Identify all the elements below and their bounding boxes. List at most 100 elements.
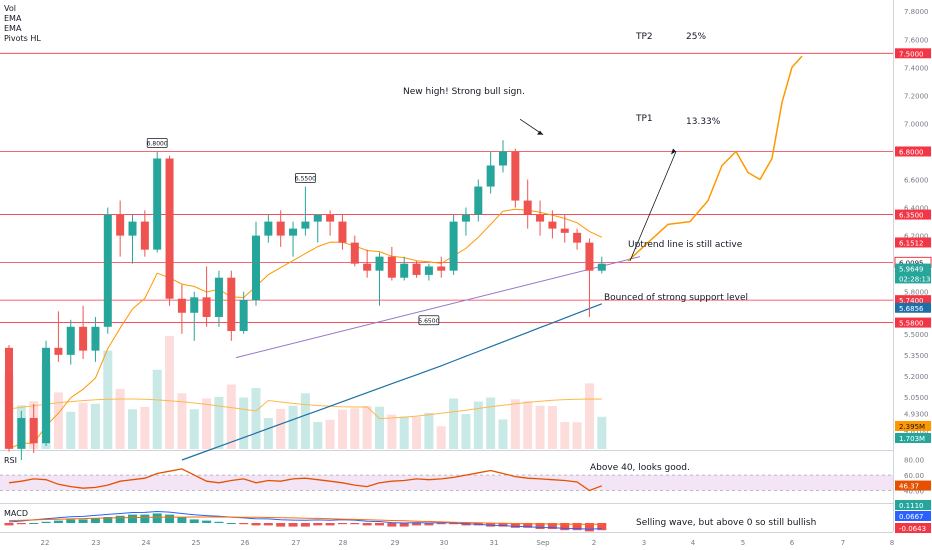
y-tick-label: 7.4000: [904, 64, 929, 72]
candle-body: [252, 235, 260, 301]
y-tick-label: 7.0000: [904, 120, 929, 128]
volume-bar: [276, 408, 286, 449]
candle-body: [5, 347, 13, 449]
macd-hist-bar: [350, 523, 360, 525]
candle-body: [264, 221, 273, 236]
candle-body: [548, 221, 557, 229]
candle-body: [573, 232, 582, 243]
candle-body: [239, 300, 248, 331]
y-tick-label: 7.6000: [904, 36, 929, 44]
annotation-tp1: TP1: [635, 114, 653, 124]
tp1-arrow-line: [629, 151, 677, 262]
indicator-label-vol[interactable]: Vol: [4, 4, 16, 13]
macd-hist-bar: [239, 523, 249, 525]
macd-hist-bar: [560, 523, 570, 531]
volume-bar: [202, 398, 212, 449]
macd-hist-bar: [597, 523, 607, 531]
annotation-bounce: Bounced of strong support level: [604, 293, 748, 303]
macd-hist-bar: [523, 523, 533, 528]
macd-hist-bar: [375, 523, 384, 526]
volume-bar: [66, 411, 76, 449]
volume-bar: [90, 403, 100, 449]
indicator-label-ema-1[interactable]: EMA: [4, 14, 22, 23]
candle-body: [153, 158, 162, 250]
y-tick-label: 6.2000: [904, 233, 929, 241]
volume-bar: [572, 422, 582, 449]
candle-body: [523, 200, 532, 215]
volume-bar: [53, 392, 63, 449]
x-tick-label: 8: [890, 539, 894, 547]
x-tick-label: 7: [841, 539, 845, 547]
macd-hist-bar: [251, 523, 261, 526]
candle-body: [29, 417, 38, 444]
volume-bar: [362, 406, 372, 449]
candle-body: [585, 242, 594, 271]
x-tick-label: 31: [490, 539, 499, 547]
macd-hist-bar: [449, 523, 459, 525]
candle-body: [202, 297, 211, 317]
candle-body: [313, 214, 322, 222]
macd-hist-bar: [41, 521, 51, 523]
indicator-label-ema-2[interactable]: EMA: [4, 24, 22, 33]
macd-hist-bar: [288, 523, 298, 527]
rsi-tick-label: 40.00: [904, 487, 924, 495]
candle-body: [91, 326, 100, 351]
annotation-tp2-pct: 25%: [686, 32, 706, 42]
price-tag-box: [895, 209, 931, 220]
candle-body: [116, 214, 125, 236]
rsi-band: [0, 475, 893, 491]
macd-hist-bar: [29, 523, 39, 524]
price-tag-text: 6.8000: [899, 148, 924, 156]
macd-hist-bar: [16, 523, 26, 525]
macd-signal-line: [8, 516, 602, 525]
candle-body: [128, 221, 137, 236]
volume-bar: [399, 416, 409, 449]
x-tick-label: 22: [41, 539, 50, 547]
rsi-label: RSI: [4, 456, 17, 465]
candle-body: [536, 214, 545, 222]
macd-hist-bar: [189, 519, 199, 523]
macd-hist-bar: [584, 523, 594, 532]
y-tick-label: 5.2000: [904, 373, 929, 381]
volume-bar: [177, 393, 187, 449]
volume-bar: [560, 422, 570, 449]
volume-bar: [424, 412, 434, 449]
macd-hist-bar: [325, 523, 335, 526]
volume-bar: [165, 336, 175, 449]
volume-bar: [486, 397, 496, 449]
new-high-arrow-head: [537, 130, 543, 135]
candle-body: [214, 277, 223, 317]
y-tick-label: 5.5000: [904, 331, 929, 339]
volume-bar: [597, 416, 607, 449]
y-tick-label: 6.6000: [904, 177, 929, 185]
pivot-label-box: [146, 138, 168, 148]
volume-bar: [214, 397, 224, 449]
macd-hist-bar: [202, 520, 212, 523]
macd-tick-label: 0.0667: [899, 513, 924, 521]
volume-bar: [510, 399, 520, 449]
macd-hist-bar: [399, 523, 409, 527]
candle-body: [301, 221, 310, 229]
volume-bar: [449, 398, 459, 449]
indicator-label-pivots[interactable]: Pivots HL: [4, 34, 41, 43]
candle-body: [79, 326, 88, 351]
candle-body: [375, 256, 384, 271]
macd-hist-bar: [165, 514, 175, 523]
macd-hist-bar: [140, 514, 150, 523]
y-tick-label: 5.3500: [904, 352, 929, 360]
candle-body: [42, 347, 51, 444]
uptrend-line: [235, 256, 641, 359]
macd-hist-bar: [387, 523, 397, 527]
candle-body: [400, 263, 409, 278]
candle-body: [363, 263, 372, 271]
annotation-new-high: New high! Strong bull sign.: [403, 87, 525, 97]
price-tag-text: 5.5800: [899, 320, 924, 328]
y-tick-label: 4.8100: [904, 428, 929, 436]
macd-hist-bar: [313, 523, 323, 526]
price-tag-text: 7.5000: [899, 50, 924, 58]
ema-slow-line: [181, 303, 603, 461]
volume-bar: [288, 405, 298, 449]
pivot-label-box: [418, 315, 440, 326]
rsi-line: [8, 468, 603, 492]
